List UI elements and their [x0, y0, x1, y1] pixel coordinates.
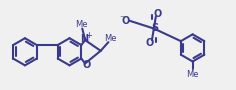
- Text: O: O: [146, 38, 154, 48]
- Text: Me: Me: [104, 34, 117, 43]
- Text: +: +: [86, 31, 93, 40]
- Text: Me: Me: [75, 20, 88, 29]
- Text: O: O: [83, 60, 91, 70]
- Text: ⁻: ⁻: [119, 14, 124, 24]
- Text: N: N: [80, 34, 88, 44]
- Text: O: O: [122, 16, 130, 26]
- Text: O: O: [154, 9, 162, 19]
- Text: Me: Me: [186, 70, 199, 79]
- Text: S: S: [151, 23, 158, 33]
